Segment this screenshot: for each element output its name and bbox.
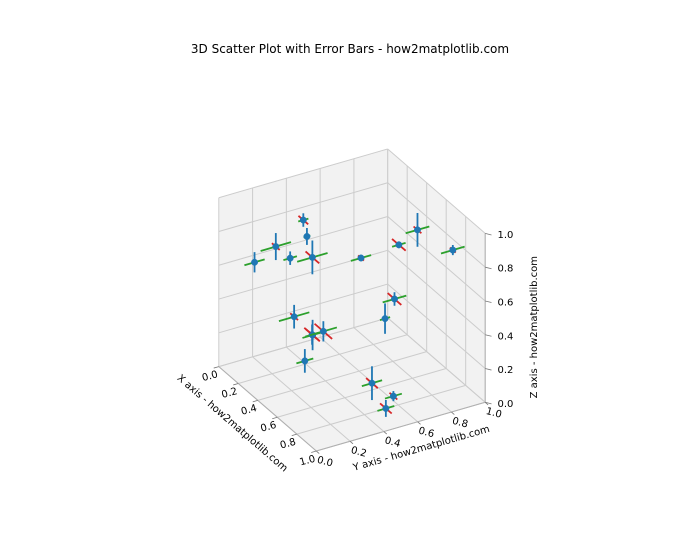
data-point [390,393,396,399]
data-point [287,255,293,261]
svg-text:0.4: 0.4 [383,435,401,450]
svg-text:0.2: 0.2 [220,386,238,401]
data-point [414,227,420,233]
data-point [302,358,308,364]
data-point [291,314,297,320]
3d-scatter-plot: 0.00.00.00.20.20.20.40.40.40.60.60.60.80… [0,0,700,560]
data-point [450,247,456,253]
svg-text:0.6: 0.6 [259,420,277,435]
data-point [396,242,402,248]
data-point [383,405,389,411]
data-point [382,315,388,321]
svg-text:0.8: 0.8 [451,416,469,431]
svg-text:0.0: 0.0 [497,399,513,410]
svg-text:0.0: 0.0 [201,369,219,384]
data-point [273,243,279,249]
svg-text:1.0: 1.0 [298,454,316,469]
data-point [320,328,326,334]
figure: 3D Scatter Plot with Error Bars - how2ma… [0,0,700,560]
data-point [251,259,257,265]
data-point [304,233,310,239]
svg-text:0.6: 0.6 [497,298,513,309]
svg-text:0.2: 0.2 [350,445,368,460]
svg-text:0.2: 0.2 [497,365,513,376]
svg-text:0.8: 0.8 [497,264,513,275]
z-axis-label: Z axis - how2matplotlib.com [529,256,540,398]
svg-text:0.0: 0.0 [316,455,334,470]
data-point [300,217,306,223]
svg-text:0.6: 0.6 [417,426,435,441]
svg-text:0.4: 0.4 [497,331,513,342]
svg-text:1.0: 1.0 [497,230,513,241]
data-point [391,296,397,302]
data-point [309,254,315,260]
svg-text:0.8: 0.8 [279,437,297,452]
svg-text:0.4: 0.4 [240,403,258,418]
data-point [358,255,364,261]
data-point [369,380,375,386]
